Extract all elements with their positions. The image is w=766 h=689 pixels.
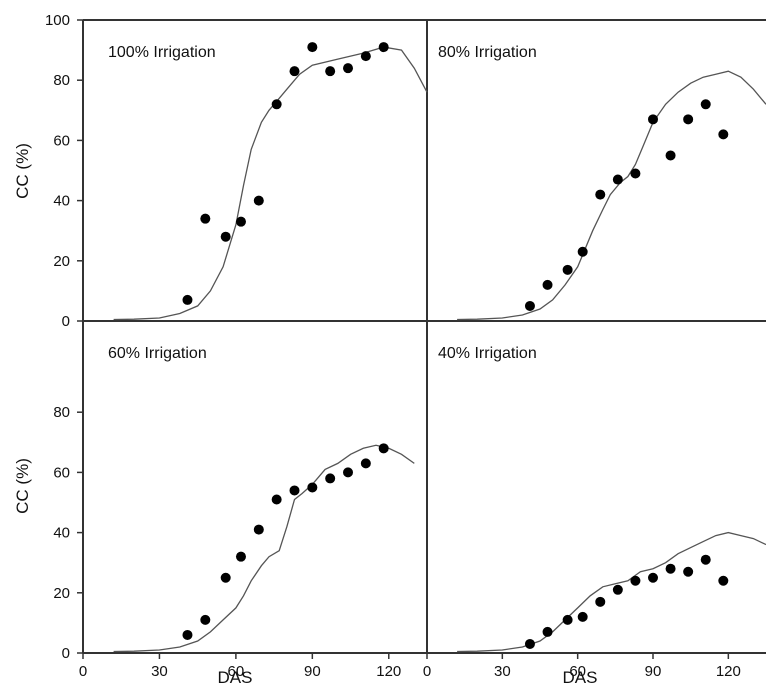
observed-point	[200, 213, 211, 224]
x-tick-label: 90	[645, 663, 662, 680]
panel-title-40: 40% Irrigation	[438, 345, 537, 362]
x-tick-label: 120	[716, 663, 741, 680]
observed-point	[235, 551, 246, 562]
simulated-lines	[113, 46, 766, 653]
observed-point	[325, 473, 336, 484]
panel-title-80: 80% Irrigation	[438, 44, 537, 61]
observed-point	[577, 246, 588, 257]
observed-point	[524, 300, 535, 311]
x-axis-title-right: DAS	[563, 668, 598, 687]
observed-point	[577, 611, 588, 622]
observed-point	[343, 63, 354, 74]
observed-point	[612, 174, 623, 185]
observed-point	[271, 99, 282, 110]
y-tick-label: 20	[53, 585, 70, 602]
observed-point	[648, 572, 658, 583]
observed-point	[220, 231, 231, 242]
observed-point	[235, 216, 246, 227]
observed-point	[630, 168, 641, 179]
x-tick-label: 0	[423, 663, 431, 680]
y-tick-label: 80	[53, 404, 70, 421]
observed-point	[542, 279, 553, 290]
simulated-line-0	[113, 46, 428, 321]
observed-point	[542, 626, 553, 637]
x-tick-label: 60	[569, 663, 586, 680]
simulated-line-3	[457, 531, 766, 653]
simulated-line-2	[113, 444, 415, 653]
observed-point	[289, 66, 300, 77]
y-tick-label: 60	[53, 132, 70, 149]
tick-labels: 0 20 40 60 80 100 0 20 40 60 80 0 30 60 90 120 0 30 60 90 12…	[45, 12, 741, 680]
observed-point	[562, 264, 573, 275]
observed-point	[612, 584, 623, 595]
x-tick-label: 120	[376, 663, 401, 680]
observed-point	[271, 494, 282, 505]
observed-point	[200, 614, 211, 625]
observed-point	[182, 294, 193, 305]
y-axis-title-top: CC (%)	[13, 143, 32, 199]
y-tick-label: 40	[53, 193, 70, 210]
y-tick-label: 0	[62, 313, 70, 330]
panel-frames	[77, 19, 766, 659]
observed-point	[700, 99, 711, 110]
panel-title-60: 60% Irrigation	[108, 345, 207, 362]
y-tick-label: 40	[53, 525, 70, 542]
observed-point	[253, 524, 264, 535]
observed-points	[182, 42, 729, 649]
observed-point	[360, 458, 371, 469]
observed-point	[220, 572, 231, 583]
y-tick-label: 100	[45, 12, 70, 29]
observed-point	[718, 129, 729, 140]
observed-point	[665, 563, 676, 574]
observed-point	[562, 614, 573, 625]
observed-point	[648, 114, 658, 125]
x-tick-label: 90	[304, 663, 321, 680]
observed-point	[307, 482, 318, 493]
observed-point	[595, 596, 606, 607]
x-tick-label: 30	[151, 663, 168, 680]
observed-point	[289, 485, 300, 496]
observed-point	[630, 575, 641, 586]
x-tick-label: 0	[79, 663, 87, 680]
observed-point	[683, 566, 694, 577]
observed-point	[378, 42, 389, 53]
observed-point	[307, 42, 318, 53]
observed-point	[253, 195, 264, 206]
observed-point	[665, 150, 676, 161]
observed-point	[683, 114, 694, 125]
panel-title-100: 100% Irrigation	[108, 44, 216, 61]
observed-point	[325, 66, 336, 77]
y-tick-label: 60	[53, 464, 70, 481]
observed-point	[595, 189, 606, 200]
observed-point	[343, 467, 354, 478]
y-tick-label: 0	[62, 645, 70, 662]
observed-point	[360, 51, 371, 62]
simulated-line-1	[457, 70, 766, 321]
observed-point	[524, 638, 535, 649]
observed-point	[378, 443, 389, 454]
observed-point	[182, 629, 193, 640]
y-tick-label: 80	[53, 72, 70, 89]
y-tick-label: 20	[53, 253, 70, 270]
x-tick-label: 60	[228, 663, 245, 680]
observed-point	[718, 575, 729, 586]
observed-point	[700, 554, 711, 565]
x-tick-label: 30	[494, 663, 511, 680]
x-axis-title-left: DAS	[218, 668, 253, 687]
y-axis-title-bottom: CC (%)	[13, 458, 32, 514]
